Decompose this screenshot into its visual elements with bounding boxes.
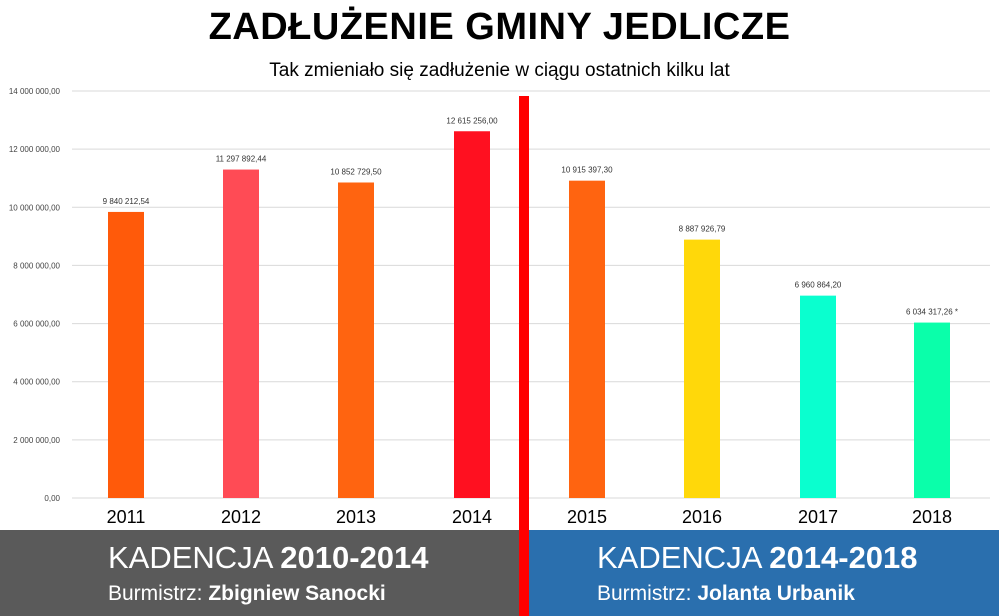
bar-2018: [914, 322, 950, 498]
bar-2013: [338, 182, 374, 498]
chart-subtitle: Tak zmieniało się zadłużenie w ciągu ost…: [269, 60, 730, 81]
term-heading-left: KADENCJA 2010-2014: [108, 540, 429, 576]
data-label: 9 840 212,54: [103, 197, 150, 206]
debt-bar-chart: 0,00 2 000 000,00 4 000 000,00 6 000 000,00…: [9, 87, 990, 527]
x-tick-label: 2011: [107, 507, 146, 527]
y-tick-label: 2 000 000,00: [13, 436, 60, 445]
x-tick-label: 2015: [567, 507, 607, 527]
bar-2012: [223, 169, 259, 498]
data-label: 11 297 892,44: [216, 155, 267, 164]
bar-2016: [684, 239, 720, 498]
x-tick-label: 2018: [912, 507, 952, 527]
term-prefix-left: KADENCJA: [108, 540, 281, 575]
y-tick-label: 12 000 000,00: [9, 145, 61, 154]
chart-title: ZADŁUŻENIE GMINY JEDLICZE: [208, 6, 791, 48]
mayor-line-right: Burmistrz: Jolanta Urbanik: [597, 582, 855, 606]
x-tick-label: 2014: [452, 507, 492, 527]
data-label: 10 852 729,50: [330, 167, 382, 176]
mayor-name-right: Jolanta Urbanik: [697, 582, 855, 605]
term-years-right: 2014-2018: [769, 540, 918, 575]
term-prefix-right: KADENCJA: [597, 540, 770, 575]
data-label: 8 887 926,79: [679, 225, 726, 234]
bar-2011: [108, 211, 144, 498]
mayor-name-left: Zbigniew Sanocki: [208, 582, 386, 605]
x-tick-label: 2013: [336, 507, 376, 527]
y-tick-label: 10 000 000,00: [9, 203, 61, 212]
mayor-line-left: Burmistrz: Zbigniew Sanocki: [108, 582, 386, 606]
x-tick-label: 2012: [221, 507, 261, 527]
mayor-prefix-left: Burmistrz:: [108, 582, 209, 605]
y-tick-label: 8 000 000,00: [13, 261, 60, 270]
term-divider-line: [519, 96, 529, 616]
bar-2014: [454, 131, 490, 499]
y-tick-label: 6 000 000,00: [13, 320, 60, 329]
mayor-prefix-right: Burmistrz:: [597, 582, 698, 605]
term-heading-right: KADENCJA 2014-2018: [597, 540, 918, 576]
y-tick-label: 0,00: [44, 494, 60, 503]
term-band-2010-2014: KADENCJA 2010-2014 Burmistrz: Zbigniew S…: [0, 530, 520, 616]
data-label: 10 915 397,30: [561, 166, 613, 175]
data-label: 6 960 864,20: [795, 281, 842, 290]
term-band-2014-2018: KADENCJA 2014-2018 Burmistrz: Jolanta Ur…: [529, 530, 999, 616]
data-label: 12 615 256,00: [446, 116, 498, 125]
term-years-left: 2010-2014: [280, 540, 429, 575]
x-tick-label: 2016: [682, 507, 722, 527]
y-tick-label: 14 000 000,00: [9, 87, 61, 96]
bar-2017: [800, 295, 836, 498]
data-label: 6 034 317,26 *: [906, 308, 958, 317]
x-tick-label: 2017: [798, 507, 838, 527]
bar-2015: [569, 180, 605, 498]
y-tick-label: 4 000 000,00: [13, 378, 60, 387]
